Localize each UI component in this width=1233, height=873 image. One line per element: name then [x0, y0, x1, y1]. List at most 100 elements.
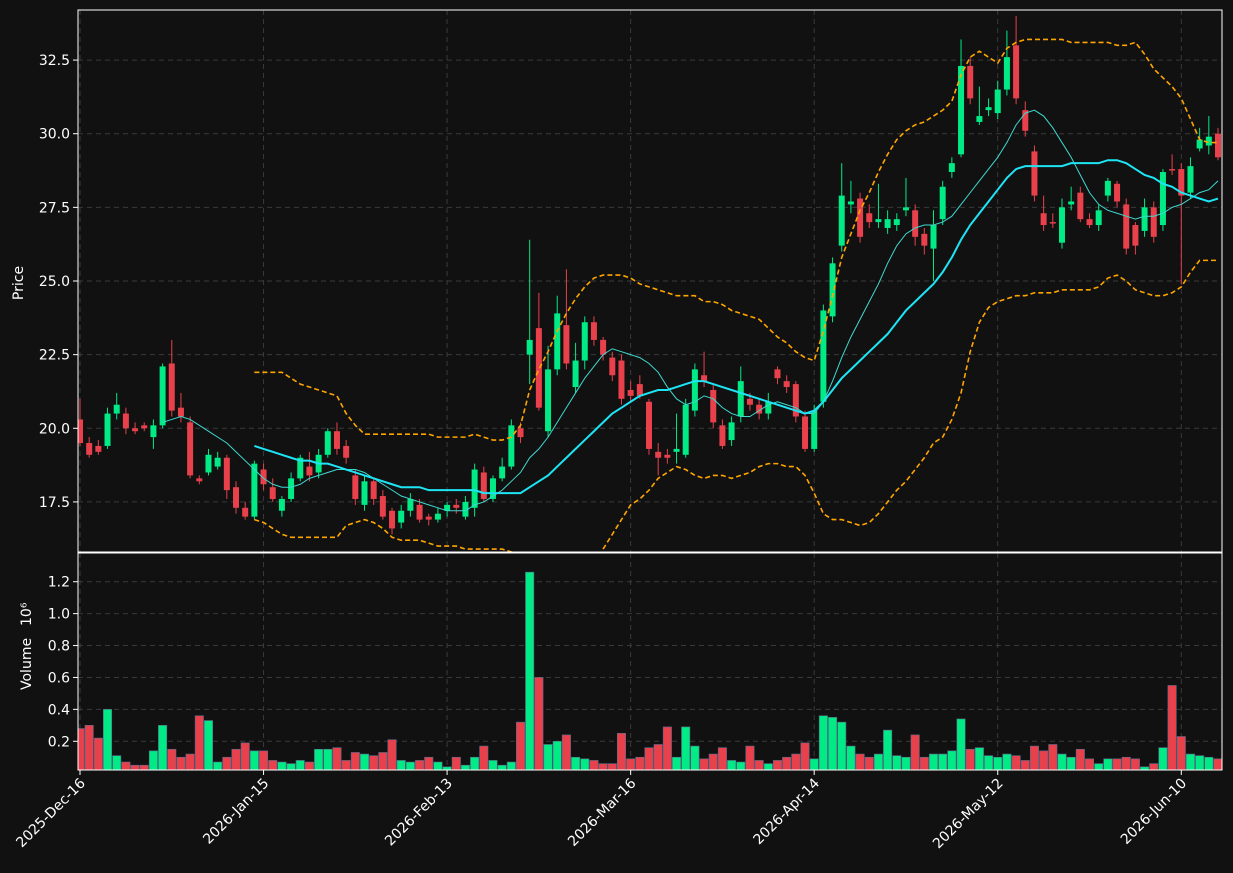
- volume-bar: [1213, 758, 1222, 770]
- volume-bar: [672, 756, 682, 770]
- candle-body: [847, 201, 854, 205]
- volume-bar: [433, 761, 443, 770]
- candle-body: [416, 504, 423, 520]
- candle-body: [600, 339, 607, 355]
- candle-body: [1031, 151, 1038, 196]
- candle-body: [958, 65, 965, 155]
- candle-body: [242, 507, 249, 517]
- volume-bar: [451, 756, 461, 770]
- candle-body: [205, 454, 212, 473]
- candle-body: [95, 445, 102, 452]
- volume-bar: [883, 729, 893, 770]
- volume-bar: [139, 764, 149, 770]
- y2-tick-label: 0.2: [48, 734, 70, 750]
- volume-bar: [405, 761, 415, 770]
- volume-bar: [78, 728, 85, 770]
- candle-body: [710, 389, 717, 423]
- candle-body: [994, 89, 1001, 114]
- volume-bar: [1048, 744, 1058, 770]
- candle-body: [912, 210, 919, 237]
- volume-bar: [947, 750, 957, 770]
- volume-bar: [1029, 745, 1039, 770]
- candle-body: [765, 401, 772, 414]
- candle-body: [233, 487, 240, 508]
- y2-tick-label: 0.4: [48, 702, 70, 718]
- y-tick-label: 25.0: [39, 274, 70, 290]
- candle-body: [1104, 180, 1111, 196]
- y-tick-label: 22.5: [39, 348, 70, 364]
- candle-body: [902, 207, 909, 211]
- volume-bar: [231, 748, 241, 770]
- volume-bar: [782, 756, 792, 770]
- candle-body: [875, 219, 882, 223]
- volume-bar: [525, 571, 535, 770]
- candle-body: [646, 401, 652, 449]
- volume-bar: [1121, 756, 1131, 770]
- volume-bar: [800, 742, 810, 770]
- candle-body: [829, 263, 836, 317]
- volume-bar: [1158, 747, 1168, 770]
- volume-bar: [855, 753, 865, 770]
- candle-body: [719, 425, 726, 446]
- candle-body: [343, 445, 350, 458]
- volume-bar: [635, 756, 645, 770]
- volume-bar: [846, 745, 856, 770]
- volume-bar: [130, 764, 140, 770]
- volume-bar: [1085, 758, 1095, 770]
- candle-body: [1141, 207, 1148, 231]
- candle-body: [673, 448, 680, 452]
- volume-bar: [240, 742, 250, 770]
- volume-bar: [681, 726, 691, 770]
- volume-bar: [965, 748, 975, 770]
- volume-bar: [158, 725, 168, 770]
- y-axis-label: Price: [11, 266, 27, 300]
- candle-body: [774, 369, 781, 379]
- candle-body: [489, 478, 496, 499]
- candle-body: [664, 454, 671, 458]
- volume-bar: [415, 760, 425, 770]
- candle-body: [1095, 210, 1102, 226]
- volume-bar: [928, 753, 938, 770]
- volume-bar: [543, 744, 553, 770]
- candle-body: [857, 198, 864, 237]
- candle-body: [1040, 213, 1047, 226]
- candle-body: [655, 451, 662, 458]
- candle-body: [728, 422, 735, 441]
- volume-bar: [919, 756, 929, 770]
- candle-body: [921, 233, 928, 246]
- candle-body: [701, 375, 708, 382]
- candle-body: [168, 363, 175, 411]
- volume-bar: [332, 747, 342, 770]
- candle-body: [1196, 139, 1203, 149]
- y2-tick-label: 0.6: [48, 670, 70, 686]
- volume-bar: [580, 758, 590, 770]
- candle-body: [618, 360, 625, 399]
- candle-body: [838, 195, 845, 246]
- candle-body: [783, 381, 790, 388]
- candle-body: [434, 513, 441, 520]
- candle-body: [150, 425, 157, 438]
- candle-body: [361, 481, 368, 505]
- volume-bar: [1112, 758, 1122, 770]
- volume-bar: [571, 756, 581, 770]
- volume-bar: [369, 755, 379, 770]
- candle-body: [737, 381, 744, 417]
- volume-bar: [396, 760, 406, 770]
- y-tick-label: 30.0: [39, 127, 70, 143]
- candle-body: [609, 357, 616, 376]
- candle-body: [792, 384, 799, 417]
- volume-bar: [516, 721, 526, 770]
- volume-bar: [589, 760, 599, 770]
- candle-body: [802, 416, 809, 449]
- y-tick-label: 17.5: [39, 495, 70, 511]
- volume-bar: [837, 721, 847, 770]
- volume-bar: [993, 756, 1003, 770]
- volume-bar: [1195, 755, 1205, 770]
- volume-bar: [387, 739, 397, 770]
- volume-bar: [148, 750, 158, 770]
- candle-body: [370, 481, 377, 499]
- volume-bar: [286, 763, 296, 770]
- volume-bar: [249, 750, 259, 770]
- candle-body: [1003, 57, 1010, 90]
- volume-bar: [1066, 756, 1076, 770]
